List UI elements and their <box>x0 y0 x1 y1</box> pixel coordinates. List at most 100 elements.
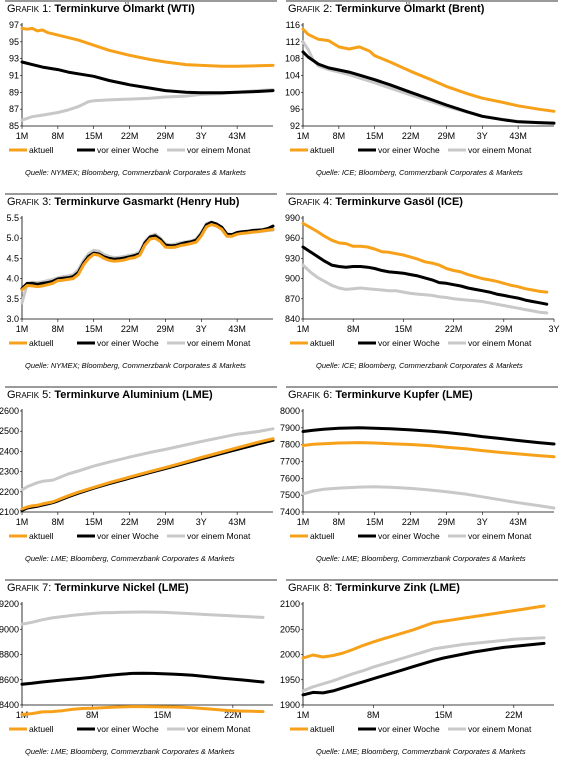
chart-title: Grafik 8: Terminkurve Zink (LME) <box>288 582 460 594</box>
y-tick-label: 930 <box>285 253 300 263</box>
chart-source: Quelle: NYMEX; Bloomberg, Commerzbank Co… <box>25 168 246 177</box>
chart-source: Quelle: LME; Bloomberg, Commerzbank Corp… <box>316 554 526 563</box>
x-tick-label: 1M <box>297 324 310 334</box>
panel-top-rule <box>286 579 558 581</box>
x-tick-label: 22M <box>445 324 463 334</box>
x-tick-label: 15M <box>154 710 172 720</box>
y-tick-label: 2000 <box>280 650 300 660</box>
series-line-aktuell <box>301 27 556 113</box>
series-line-aktuell <box>20 223 275 292</box>
x-tick-label: 43M <box>228 131 246 141</box>
y-tick-label: 7600 <box>280 473 300 483</box>
x-tick-label: 43M <box>509 131 527 141</box>
x-tick-label: 22M <box>121 517 139 527</box>
x-tick-label: 3Y <box>477 517 488 527</box>
chart-svg: 1900 1950 2000 2050 2100 1M 8M 15M 22M aktuell vor… <box>280 599 554 734</box>
y-tick-label: 116 <box>286 20 300 30</box>
legend-label: aktuell <box>29 338 54 348</box>
series-line-vor-einer-woche <box>301 641 546 697</box>
chart-source: Quelle: NYMEX; Bloomberg, Commerzbank Co… <box>25 361 246 370</box>
y-tick-label: 91 <box>9 71 19 81</box>
x-tick-label: 22M <box>224 710 242 720</box>
x-tick-label: 29M <box>495 324 513 334</box>
y-tick-label: 18400 <box>0 700 19 710</box>
x-tick-label: 15M <box>85 131 103 141</box>
chart-panel-5: Grafik 5: Terminkurve Aluminium (LME) 210… <box>0 386 286 576</box>
x-tick-label: 15M <box>435 710 453 720</box>
chart-source: Quelle: LME; Bloomberg, Commerzbank Corp… <box>25 747 235 756</box>
y-tick-label: 97 <box>9 20 19 30</box>
x-tick-label: 1M <box>16 324 29 334</box>
y-tick-label: 5.0 <box>6 233 19 243</box>
y-tick-label: 19200 <box>0 599 19 609</box>
legend-label: vor einer Woche <box>97 724 159 734</box>
y-tick-label: 960 <box>285 233 300 243</box>
legend-label: vor einem Monat <box>187 145 251 155</box>
y-tick-label: 100 <box>285 87 300 97</box>
x-tick-label: 8M <box>52 324 65 334</box>
y-tick-label: 108 <box>285 54 300 64</box>
y-tick-label: 2400 <box>0 446 19 456</box>
y-tick-label: 85 <box>9 121 19 131</box>
chart-title-text: Terminkurve Ölmarkt (WTI) <box>54 3 195 15</box>
y-tick-label: 1950 <box>280 675 300 685</box>
legend-label: vor einer Woche <box>378 724 440 734</box>
chart-title-text: Terminkurve Kupfer (LME) <box>335 389 473 401</box>
chart-title-prefix: Grafik 6: <box>288 389 336 401</box>
x-tick-label: 1M <box>297 710 310 720</box>
y-tick-label: 2100 <box>0 507 19 517</box>
x-tick-label: 43M <box>228 517 246 527</box>
legend-label: vor einem Monat <box>468 531 532 541</box>
series-line-vor-einer-woche <box>301 50 556 125</box>
series-line-aktuell <box>301 604 546 660</box>
y-tick-label: 95 <box>9 37 19 47</box>
y-tick-label: 2100 <box>280 599 300 609</box>
x-tick-label: 1M <box>16 131 29 141</box>
chart-title-prefix: Grafik 5: <box>7 389 55 401</box>
x-tick-label: 3Y <box>196 324 207 334</box>
x-tick-label: 8M <box>347 324 360 334</box>
series-line-vor-einer-woche <box>20 671 265 686</box>
chart-title-text: Terminkurve Nickel (LME) <box>54 582 189 594</box>
chart-panel-4: Grafik 4: Terminkurve Gasöl (ICE) 840 870 9… <box>285 193 561 383</box>
y-tick-label: 96 <box>290 104 300 114</box>
series-line-aktuell <box>301 221 549 294</box>
legend-label: vor einer Woche <box>97 145 159 155</box>
chart-svg: 7400 7500 7600 7700 7800 7900 8000 1M 8M 15M 22M 29… <box>280 406 556 541</box>
series-line-vor-einem-monat <box>20 88 275 122</box>
legend-label: vor einer Woche <box>378 338 440 348</box>
series-line-aktuell <box>301 441 556 459</box>
chart-title: Grafik 3: Terminkurve Gasmarkt (Henry Hu… <box>7 196 239 208</box>
chart-title: Grafik 2: Terminkurve Ölmarkt (Brent) <box>288 3 484 15</box>
x-tick-label: 8M <box>367 710 380 720</box>
chart-title-text: Terminkurve Zink (LME) <box>335 582 460 594</box>
y-tick-label: 990 <box>285 213 300 223</box>
x-tick-label: 8M <box>333 517 346 527</box>
x-tick-label: 22M <box>402 517 420 527</box>
y-tick-label: 870 <box>285 294 300 304</box>
x-tick-label: 8M <box>333 131 346 141</box>
panel-top-rule <box>5 579 277 581</box>
chart-title-text: Terminkurve Ölmarkt (Brent) <box>335 3 485 15</box>
chart-svg: 18400186001880019000192001M8M15M22Maktue… <box>0 599 273 734</box>
x-tick-label: 8M <box>52 131 65 141</box>
x-tick-label: 15M <box>85 517 103 527</box>
y-tick-label: 2200 <box>0 487 19 497</box>
legend-label: vor einer Woche <box>97 338 159 348</box>
series-line-vor-einem-monat <box>20 610 265 626</box>
chart-svg: 3.0 3.5 4.0 4.5 5.0 5.5 1M 8M 15M 22M 29M 3Y 43M aktu… <box>6 213 275 348</box>
chart-panel-7: Grafik 7: Terminkurve Nickel (LME) 18400 1… <box>0 579 286 769</box>
panel-top-rule <box>286 193 558 195</box>
chart-source: Quelle: LME; Bloomberg, Commerzbank Corp… <box>25 554 235 563</box>
y-tick-label: 18600 <box>0 675 19 685</box>
chart-svg: 92 96 100 104 108 112 116 1M 8M 15M 22M 29M 3Y 43M akt… <box>285 20 556 155</box>
chart-panel-8: Grafik 8: Terminkurve Zink (LME) 1900 1950… <box>280 579 561 769</box>
series-line-vor-einer-woche <box>301 245 549 306</box>
chart-panel-3: Grafik 3: Terminkurve Gasmarkt (Henry Hu… <box>5 193 286 383</box>
series-line-aktuell <box>20 705 265 716</box>
y-tick-label: 104 <box>285 71 300 81</box>
y-tick-label: 7400 <box>280 507 300 517</box>
chart-title-prefix: Grafik 1: <box>7 3 55 15</box>
y-tick-label: 18800 <box>0 650 19 660</box>
legend-label: aktuell <box>29 145 54 155</box>
